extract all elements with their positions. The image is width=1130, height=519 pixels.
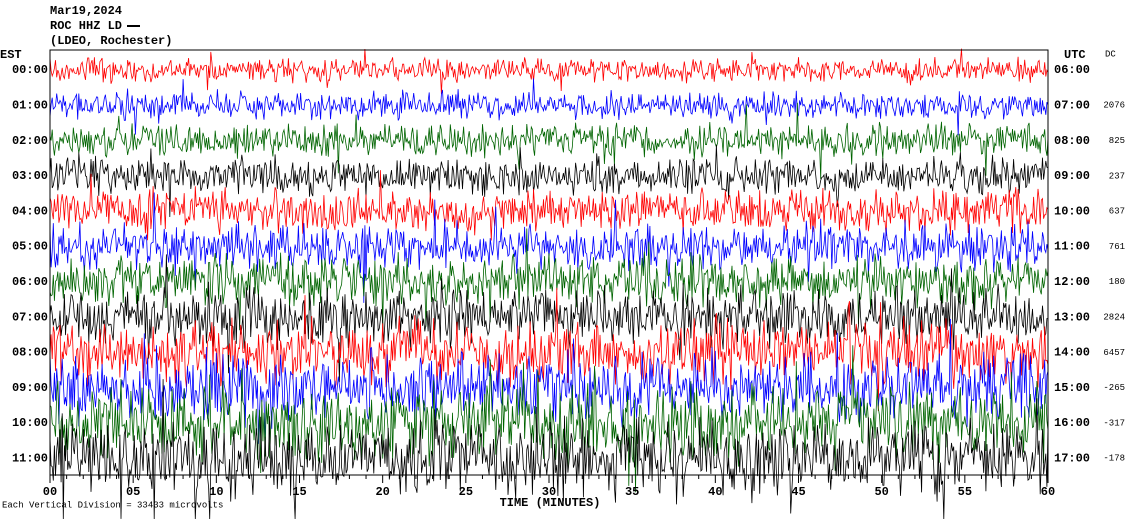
footer: Each Vertical Division = 33433 microvolt… <box>2 500 223 510</box>
est-label: 04:00 <box>12 204 48 218</box>
est-label: 11:00 <box>12 451 48 465</box>
est-label: 00:00 <box>12 63 48 77</box>
dc-label: 237 <box>1109 171 1125 181</box>
trace <box>49 379 1049 519</box>
dc-label: 761 <box>1109 242 1125 252</box>
utc-label: 11:00 <box>1054 240 1090 254</box>
x-tick-label: 30 <box>542 485 556 499</box>
est-label: 06:00 <box>12 275 48 289</box>
est-label: 09:00 <box>12 381 48 395</box>
utc-label: 09:00 <box>1054 169 1090 183</box>
trace <box>49 144 1049 218</box>
x-axis-title: TIME (MINUTES) <box>500 496 601 510</box>
utc-title: UTC <box>1064 48 1086 62</box>
utc-label: 08:00 <box>1054 134 1090 148</box>
dc-label: 637 <box>1109 207 1125 217</box>
trace <box>49 78 1049 136</box>
dc-title: DC <box>1105 49 1116 59</box>
utc-label: 10:00 <box>1054 204 1090 218</box>
trace <box>49 228 1049 331</box>
utc-label: 15:00 <box>1054 381 1090 395</box>
x-tick-label: 20 <box>375 485 389 499</box>
x-tick-label: 10 <box>209 485 223 499</box>
trace <box>49 170 1049 241</box>
x-tick-label: 45 <box>791 485 805 499</box>
utc-label: 13:00 <box>1054 310 1090 324</box>
x-tick-label: 15 <box>292 485 306 499</box>
trace <box>49 102 1049 180</box>
dc-label: 2824 <box>1103 312 1125 322</box>
dc-label: 6457 <box>1103 348 1125 358</box>
est-label: 07:00 <box>12 310 48 324</box>
x-tick-label: 50 <box>874 485 888 499</box>
traces <box>49 48 1049 519</box>
utc-label: 14:00 <box>1054 346 1090 360</box>
dc-label: 825 <box>1109 136 1125 146</box>
utc-label: 17:00 <box>1054 451 1090 465</box>
est-label: 03:00 <box>12 169 48 183</box>
est-title: EST <box>0 48 22 62</box>
dc-label: -317 <box>1103 418 1125 428</box>
utc-label: 12:00 <box>1054 275 1090 289</box>
x-tick-label: 25 <box>459 485 473 499</box>
est-label: 08:00 <box>12 346 48 360</box>
x-tick-label: 35 <box>625 485 639 499</box>
dc-label: -178 <box>1103 454 1125 464</box>
dc-label: 180 <box>1109 277 1125 287</box>
est-label: 02:00 <box>12 134 48 148</box>
dc-label: -265 <box>1103 383 1125 393</box>
trace <box>49 48 1049 95</box>
est-label: 01:00 <box>12 98 48 112</box>
x-tick-label: 40 <box>708 485 722 499</box>
date: Mar19,2024 <box>50 4 122 18</box>
x-tick-label: 00 <box>43 485 57 499</box>
trace <box>49 287 1049 412</box>
est-label: 10:00 <box>12 416 48 430</box>
utc-label: 16:00 <box>1054 416 1090 430</box>
utc-label: 07:00 <box>1054 98 1090 112</box>
x-tick-label: 60 <box>1041 485 1055 499</box>
est-label: 05:00 <box>12 240 48 254</box>
utc-label: 06:00 <box>1054 63 1090 77</box>
station: ROC HHZ LD <box>50 19 122 33</box>
network: (LDEO, Rochester) <box>50 34 172 48</box>
x-tick-label: 05 <box>126 485 140 499</box>
dc-label: 2076 <box>1103 101 1125 111</box>
x-tick-label: 55 <box>958 485 972 499</box>
trace <box>49 318 1049 444</box>
